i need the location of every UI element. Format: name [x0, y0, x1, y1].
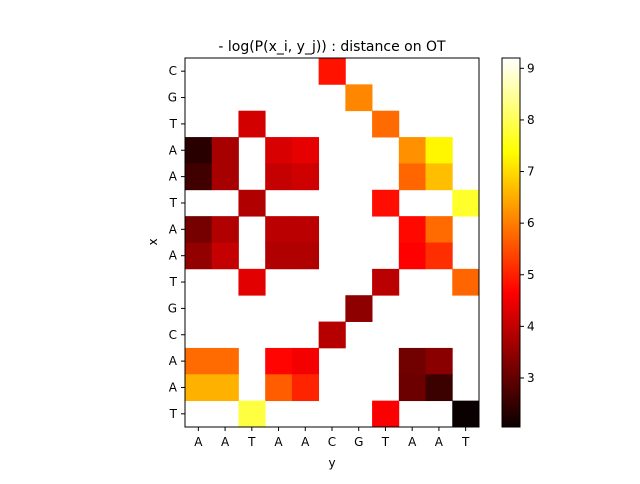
heatmap-cell: [291, 347, 320, 375]
heatmap-cell: [291, 216, 320, 243]
heatmap-cell: [265, 216, 293, 243]
heatmap-cell: [345, 84, 373, 112]
heatmap-cell: [185, 216, 213, 243]
heatmap-cell: [318, 321, 346, 349]
y-tick-label: A: [169, 143, 178, 157]
y-tick-label: A: [169, 222, 178, 236]
heatmap-cell: [265, 347, 293, 375]
heatmap-cell: [425, 163, 453, 191]
x-tick-label: A: [194, 435, 203, 449]
heatmap-cell: [185, 137, 213, 164]
y-tick-label: G: [168, 301, 177, 315]
x-tick-label: T: [247, 435, 256, 449]
heatmap-cell: [291, 163, 320, 191]
heatmap-cell: [211, 374, 239, 402]
heatmap-cell: [185, 163, 213, 191]
x-axis-label: y: [328, 456, 335, 470]
heatmap-cell: [372, 268, 400, 296]
heatmap-cell: [425, 242, 453, 270]
y-tick-label: C: [169, 328, 177, 342]
heatmap-cell: [398, 137, 426, 164]
x-tick-label: T: [461, 435, 470, 449]
x-tick-label: A: [301, 435, 310, 449]
heatmap-cell: [372, 189, 400, 217]
heatmap-cell: [425, 347, 453, 375]
colorbar: [501, 57, 521, 428]
colorbar-tick-label: 4: [527, 319, 535, 333]
heatmap-cell: [211, 137, 239, 164]
colorbar-tick-label: 5: [527, 268, 535, 282]
heatmap-cell: [398, 163, 426, 191]
heatmap-cell: [452, 189, 480, 217]
y-tick-label: T: [169, 196, 178, 210]
heatmap-cell: [238, 400, 266, 428]
heatmap-cell: [452, 400, 480, 428]
heatmap-cell: [265, 374, 293, 402]
heatmap-cell: [425, 374, 453, 402]
heatmap-cell: [425, 216, 453, 243]
heatmap-cell: [238, 110, 266, 138]
heatmap-cell: [185, 242, 213, 270]
heatmap-cell: [425, 137, 453, 164]
colorbar-tick-label: 6: [527, 216, 535, 230]
heatmap-cell: [211, 216, 239, 243]
x-tick-label: A: [408, 435, 417, 449]
y-tick-label: A: [169, 380, 178, 394]
heatmap-cell: [265, 137, 293, 164]
heatmap-cell: [291, 137, 320, 164]
y-tick-label: A: [169, 354, 178, 368]
chart-title: - log(P(x_i, y_j)) : distance on OT: [218, 39, 446, 55]
y-tick-label: G: [168, 91, 177, 105]
y-tick-label: T: [169, 407, 178, 421]
heatmap-cell: [318, 58, 346, 85]
heatmap-cell: [291, 242, 320, 270]
x-tick-label: A: [221, 435, 230, 449]
heatmap-cell: [211, 347, 239, 375]
heatmap-cell: [265, 242, 293, 270]
plot-area: [185, 58, 480, 428]
heatmap-cell: [265, 163, 293, 191]
heatmap-cell: [345, 295, 373, 322]
colorbar-tick-label: 8: [527, 113, 535, 127]
colorbar-tick-label: 7: [527, 165, 535, 179]
x-tick-label: G: [354, 435, 363, 449]
heatmap-cell: [452, 268, 480, 296]
heatmap-cell: [398, 242, 426, 270]
x-tick-label: C: [328, 435, 336, 449]
heatmap-cell: [398, 216, 426, 243]
y-tick-label: T: [169, 117, 178, 131]
heatmap-cell: [398, 374, 426, 402]
heatmap-cell: [211, 163, 239, 191]
heatmap-cell: [291, 374, 320, 402]
y-tick-label: A: [169, 170, 178, 184]
heatmap-cell: [211, 242, 239, 270]
x-tick-label: A: [435, 435, 444, 449]
heatmap-cell: [185, 374, 213, 402]
heatmap-cell: [238, 268, 266, 296]
y-tick-label: A: [169, 249, 178, 263]
heatmap-cell: [372, 110, 400, 138]
colorbar-axis: 3 4 5 6 7 8 9: [520, 61, 535, 385]
heatmap-cell: [398, 347, 426, 375]
heatmap-cell: [185, 347, 213, 375]
colorbar-tick-label: 3: [527, 371, 535, 385]
heatmap-cell: [372, 400, 400, 428]
colorbar-tick-label: 9: [527, 61, 535, 75]
y-tick-label: C: [169, 64, 177, 78]
heatmap-cell: [238, 189, 266, 217]
x-tick-label: A: [274, 435, 283, 449]
y-tick-label: T: [169, 275, 178, 289]
x-tick-label: T: [381, 435, 390, 449]
y-axis-label: x: [146, 238, 160, 245]
